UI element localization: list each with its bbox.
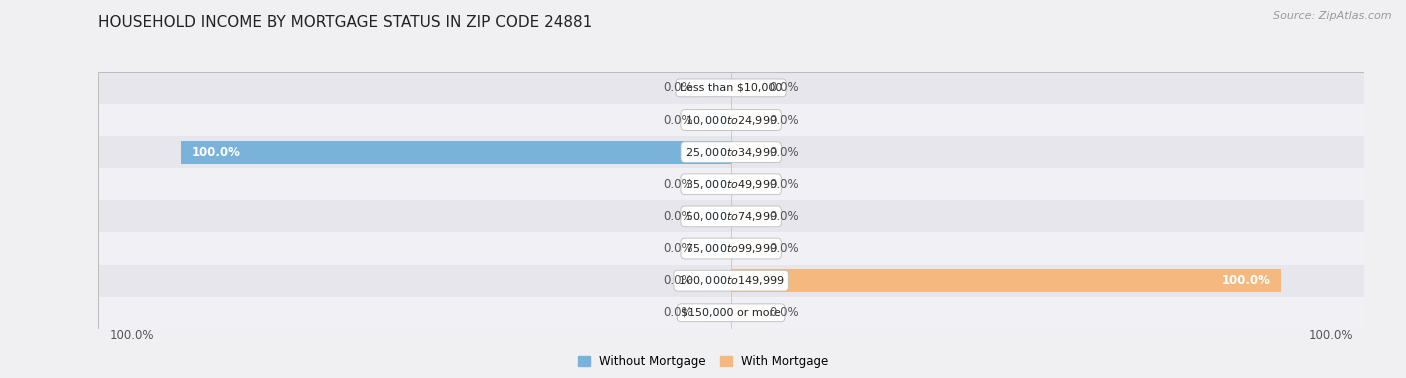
Text: $35,000 to $49,999: $35,000 to $49,999 xyxy=(685,178,778,191)
Text: 0.0%: 0.0% xyxy=(664,242,693,255)
Text: 0.0%: 0.0% xyxy=(664,306,693,319)
Bar xyxy=(98,297,1364,329)
Bar xyxy=(731,79,762,97)
Text: 0.0%: 0.0% xyxy=(769,146,799,159)
Bar xyxy=(98,232,1364,265)
Bar xyxy=(700,79,731,97)
Text: 0.0%: 0.0% xyxy=(769,242,799,255)
Text: 0.0%: 0.0% xyxy=(769,210,799,223)
Legend: Without Mortgage, With Mortgage: Without Mortgage, With Mortgage xyxy=(578,355,828,368)
Text: $150,000 or more: $150,000 or more xyxy=(682,308,780,318)
Text: HOUSEHOLD INCOME BY MORTGAGE STATUS IN ZIP CODE 24881: HOUSEHOLD INCOME BY MORTGAGE STATUS IN Z… xyxy=(98,15,593,30)
Bar xyxy=(731,208,762,225)
Bar xyxy=(731,240,762,257)
Bar xyxy=(700,304,731,322)
Text: 100.0%: 100.0% xyxy=(1309,329,1353,342)
Text: 0.0%: 0.0% xyxy=(664,274,693,287)
Bar xyxy=(731,269,1281,292)
Bar xyxy=(98,168,1364,200)
Text: $100,000 to $149,999: $100,000 to $149,999 xyxy=(678,274,785,287)
Text: $10,000 to $24,999: $10,000 to $24,999 xyxy=(685,113,778,127)
Text: 100.0%: 100.0% xyxy=(1222,274,1270,287)
Text: 100.0%: 100.0% xyxy=(193,146,240,159)
Text: 0.0%: 0.0% xyxy=(769,306,799,319)
Text: $75,000 to $99,999: $75,000 to $99,999 xyxy=(685,242,778,255)
Bar xyxy=(700,111,731,129)
Text: $25,000 to $34,999: $25,000 to $34,999 xyxy=(685,146,778,159)
Text: 0.0%: 0.0% xyxy=(664,178,693,191)
Text: 0.0%: 0.0% xyxy=(664,81,693,94)
Bar xyxy=(731,175,762,193)
Bar xyxy=(700,208,731,225)
Text: Less than $10,000: Less than $10,000 xyxy=(681,83,782,93)
Text: 100.0%: 100.0% xyxy=(110,329,153,342)
Text: 0.0%: 0.0% xyxy=(769,113,799,127)
Bar xyxy=(700,272,731,290)
Bar xyxy=(700,175,731,193)
Bar xyxy=(98,136,1364,168)
Bar xyxy=(98,104,1364,136)
Bar xyxy=(98,265,1364,297)
Text: Source: ZipAtlas.com: Source: ZipAtlas.com xyxy=(1274,11,1392,21)
Text: 0.0%: 0.0% xyxy=(769,81,799,94)
Text: $50,000 to $74,999: $50,000 to $74,999 xyxy=(685,210,778,223)
Bar xyxy=(181,141,731,164)
Bar xyxy=(731,304,762,322)
Text: 0.0%: 0.0% xyxy=(664,113,693,127)
Text: 0.0%: 0.0% xyxy=(769,178,799,191)
Bar xyxy=(98,72,1364,104)
Bar xyxy=(731,111,762,129)
Bar xyxy=(700,240,731,257)
Bar xyxy=(731,143,762,161)
Bar xyxy=(98,200,1364,232)
Text: 0.0%: 0.0% xyxy=(664,210,693,223)
